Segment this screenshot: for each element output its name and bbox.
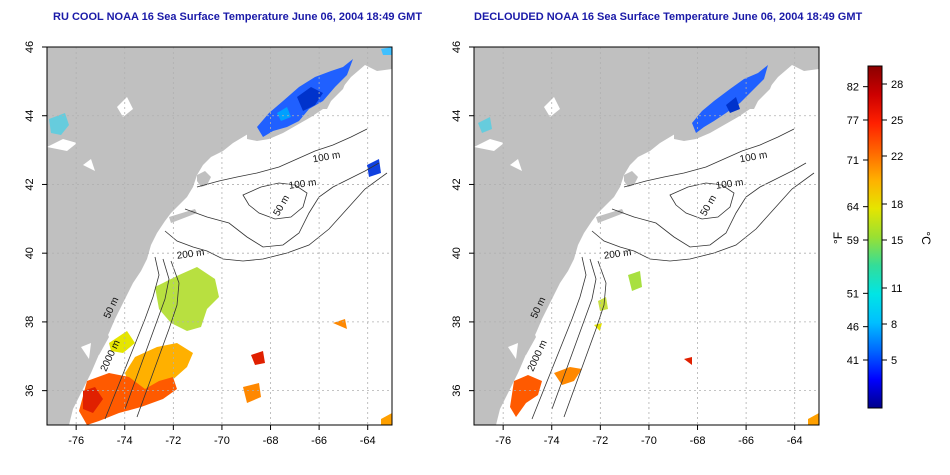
- celsius-tick-label: 15: [891, 235, 903, 247]
- x-tick-label: -70: [641, 435, 657, 447]
- x-tick-label: -66: [738, 435, 754, 447]
- celsius-tick-label: 25: [891, 115, 903, 127]
- lat-lon-grid: [47, 47, 392, 425]
- contour-depth-label: 100 m: [739, 150, 768, 166]
- x-tick-label: -68: [263, 435, 279, 447]
- fahrenheit-tick-label: 41: [847, 355, 859, 367]
- celsius-tick-label: 18: [891, 199, 903, 211]
- longitude-axis: -76 -74 -72 -70 -68 -66 -64: [495, 425, 803, 447]
- x-tick-label: -64: [787, 435, 803, 447]
- contour-depth-label: 100 m: [312, 150, 341, 166]
- y-tick-label: 36: [451, 385, 463, 397]
- fahrenheit-tick-label: 51: [847, 288, 859, 300]
- bathymetry-contours: [104, 128, 388, 420]
- y-tick-label: 42: [24, 178, 36, 190]
- latitude-axis: 36 38 40 42 44 46: [451, 41, 474, 397]
- x-tick-label: -64: [360, 435, 376, 447]
- latitude-axis: 36 38 40 42 44 46: [24, 41, 47, 397]
- lat-lon-grid: [474, 47, 819, 425]
- temperature-colorbar: 82 77 71 64 59 51 46 41 28 25 22 18 15 11 8 5 °F °C: [831, 65, 933, 409]
- celsius-tick-label: 11: [891, 283, 902, 295]
- x-tick-label: -66: [311, 435, 327, 447]
- celsius-tick-label: 28: [891, 79, 903, 91]
- fahrenheit-tick-label: 82: [847, 82, 859, 94]
- x-tick-label: -72: [165, 435, 181, 447]
- x-tick-label: -76: [495, 435, 511, 447]
- celsius-unit-label: °C: [919, 231, 933, 245]
- x-tick-label: -76: [68, 435, 84, 447]
- fahrenheit-tick-label: 46: [847, 322, 859, 334]
- left-map-title: RU COOL NOAA 16 Sea Surface Temperature …: [53, 11, 423, 23]
- right-map-title: DECLOUDED NOAA 16 Sea Surface Temperatur…: [474, 11, 863, 23]
- y-tick-label: 38: [451, 316, 463, 328]
- map-frame: [46, 46, 393, 426]
- fahrenheit-tick-label: 64: [847, 202, 859, 214]
- fahrenheit-tick-label: 71: [847, 155, 859, 167]
- y-tick-label: 40: [24, 247, 36, 259]
- y-tick-label: 42: [451, 178, 463, 190]
- y-tick-label: 38: [24, 316, 36, 328]
- longitude-axis: -76 -74 -72 -70 -68 -66 -64: [68, 425, 376, 447]
- sst-satellite-data: [49, 47, 392, 425]
- contour-depth-label: 200 m: [603, 247, 632, 262]
- y-tick-label: 46: [24, 41, 36, 53]
- contour-depth-label: 100 m: [715, 177, 744, 192]
- y-tick-label: 40: [451, 247, 463, 259]
- inland-water: [474, 97, 560, 419]
- celsius-tick-label: 22: [891, 151, 903, 163]
- x-tick-label: -68: [690, 435, 706, 447]
- map-frame: [473, 46, 820, 426]
- fahrenheit-unit-label: °F: [831, 232, 845, 244]
- celsius-tick-label: 5: [891, 355, 897, 367]
- fahrenheit-tick-label: 77: [847, 115, 859, 127]
- x-tick-label: -70: [214, 435, 230, 447]
- y-tick-label: 44: [451, 110, 463, 122]
- x-tick-label: -72: [592, 435, 608, 447]
- celsius-tick-label: 8: [891, 319, 897, 331]
- y-tick-label: 46: [451, 41, 463, 53]
- y-tick-label: 36: [24, 385, 36, 397]
- x-tick-label: -74: [117, 435, 133, 447]
- contour-depth-label: 200 m: [176, 247, 205, 262]
- fahrenheit-tick-label: 59: [847, 235, 859, 247]
- y-tick-label: 44: [24, 110, 36, 122]
- colorbar-gradient: [867, 65, 883, 409]
- contour-depth-label: 100 m: [288, 177, 317, 192]
- x-tick-label: -74: [544, 435, 560, 447]
